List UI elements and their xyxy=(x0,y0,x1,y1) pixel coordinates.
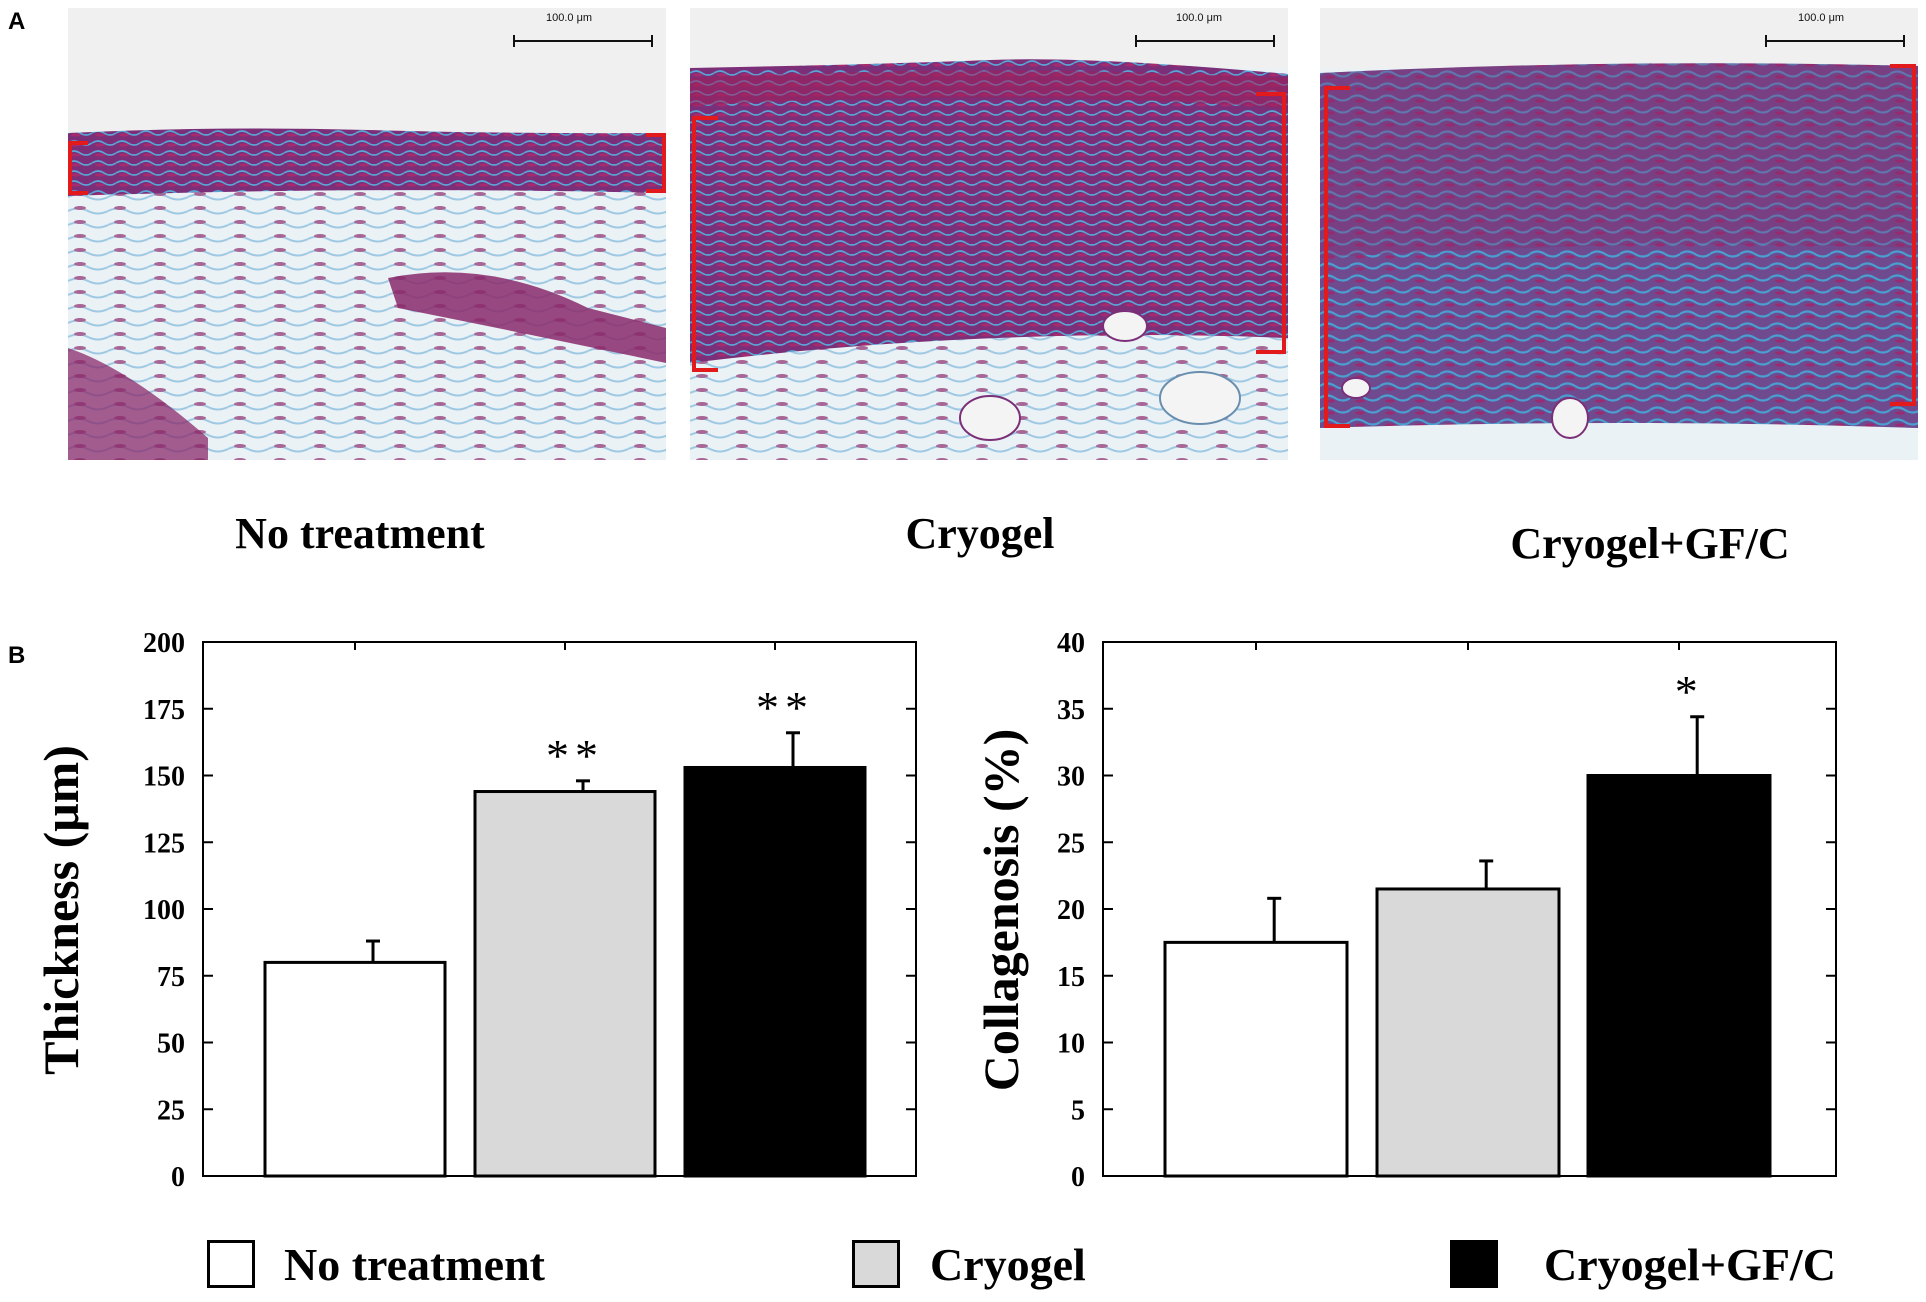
y-tick-label: 100 xyxy=(143,895,185,926)
panel-a-label: A xyxy=(8,8,26,35)
micrograph-cryogel-image xyxy=(690,8,1288,460)
legend-swatch-cryogel-gfc xyxy=(1450,1240,1498,1288)
y-tick-label: 15 xyxy=(1057,962,1085,993)
y-tick-label: 0 xyxy=(171,1162,185,1193)
legend-label-cryogel-gfc: Cryogel+GF/C xyxy=(1544,1239,1836,1290)
y-tick-label: 150 xyxy=(143,762,185,793)
y-tick-label: 0 xyxy=(1071,1162,1085,1193)
caption-no-treatment: No treatment xyxy=(235,509,485,558)
micrograph-cryogel: 100.0 μm xyxy=(690,8,1288,460)
y-tick-label: 25 xyxy=(157,1095,185,1126)
y-axis-label: Collagenosis (%) xyxy=(973,729,1029,1092)
significance-mark: * xyxy=(1675,666,1704,717)
y-tick-label: 35 xyxy=(1057,695,1085,726)
y-tick-label: 25 xyxy=(1057,828,1085,859)
y-tick-label: 75 xyxy=(157,962,185,993)
y-axis-label: Thickness (μm) xyxy=(33,745,89,1075)
significance-mark: ** xyxy=(756,682,814,733)
micrograph-cryogel-gfc-image xyxy=(1320,8,1918,460)
scale-bar-label: 100.0 μm xyxy=(1176,12,1223,24)
bar-cryogel xyxy=(1375,887,1561,1178)
bar-no-treatment xyxy=(1163,940,1349,1178)
bar-no-treatment xyxy=(263,960,447,1178)
panel-b-label: B xyxy=(8,642,26,669)
micrograph-cryogel-gfc: 100.0 μm xyxy=(1320,8,1918,460)
micrograph-no-treatment: 100.0 μm xyxy=(68,8,666,460)
legend-swatch-cryogel xyxy=(852,1240,900,1288)
micrograph-no-treatment-image xyxy=(68,8,666,460)
legend-label-cryogel: Cryogel xyxy=(930,1239,1086,1290)
bar-cryogel-gf-c xyxy=(683,765,867,1178)
y-tick-label: 30 xyxy=(1057,762,1085,793)
legend-label-no-treatment: No treatment xyxy=(284,1239,545,1290)
significance-mark: ** xyxy=(546,730,604,781)
y-tick-label: 10 xyxy=(1057,1029,1085,1060)
y-tick-label: 200 xyxy=(143,628,185,659)
caption-cryogel: Cryogel xyxy=(905,509,1055,558)
y-tick-label: 50 xyxy=(157,1029,185,1060)
bar-cryogel-gf-c xyxy=(1586,774,1772,1178)
bar-cryogel xyxy=(473,790,657,1178)
y-tick-label: 20 xyxy=(1057,895,1085,926)
caption-cryogel-gfc: Cryogel+GF/C xyxy=(1510,519,1790,568)
scale-bar-label: 100.0 μm xyxy=(546,12,593,24)
y-tick-label: 175 xyxy=(143,695,185,726)
y-tick-label: 125 xyxy=(143,828,185,859)
scale-bar-label: 100.0 μm xyxy=(1798,12,1845,24)
y-tick-label: 40 xyxy=(1057,628,1085,659)
legend-swatch-no-treatment xyxy=(207,1240,255,1288)
y-tick-label: 5 xyxy=(1071,1095,1085,1126)
legend: No treatment Cryogel Cryogel+GF/C xyxy=(0,1234,1926,1294)
